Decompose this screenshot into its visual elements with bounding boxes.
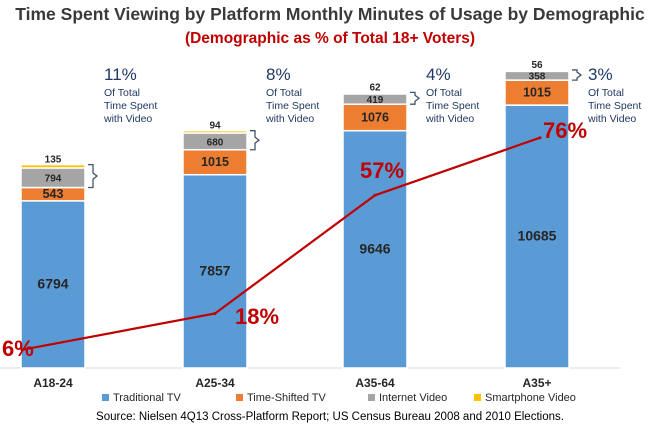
x-tick-label: A25-34 <box>195 376 235 390</box>
video-share-bracket <box>250 130 261 151</box>
line-point <box>20 348 24 352</box>
data-label: 9646 <box>359 240 390 256</box>
video-share-caption: Of Total <box>426 87 462 99</box>
data-label: 1015 <box>201 155 229 169</box>
line-point <box>213 311 217 315</box>
line-value-label: 6% <box>2 336 34 361</box>
video-share-caption: Time Spent <box>104 100 157 112</box>
x-tick-label: A35-64 <box>355 376 395 390</box>
data-label: 94 <box>209 121 221 132</box>
data-label: 794 <box>45 174 62 185</box>
video-share-caption: Time Spent <box>266 100 319 112</box>
chart-subtitle: (Demographic as % of Total 18+ Voters) <box>184 30 476 47</box>
video-share-bracket <box>88 163 99 189</box>
data-label: 543 <box>43 187 64 201</box>
bar-segment-smartphone-video-4 <box>504 69 570 73</box>
video-share-caption: with Video <box>425 113 474 125</box>
x-tick-label: A35+ <box>522 376 551 390</box>
data-label: 1076 <box>361 110 389 124</box>
video-share-percent: 11% <box>104 65 137 84</box>
line-point <box>373 193 377 197</box>
line-value-label: 57% <box>360 158 404 183</box>
data-label: 135 <box>45 155 62 166</box>
video-share-bracket <box>410 91 421 105</box>
legend-label: Time-Shifted TV <box>247 392 327 404</box>
legend-label: Traditional TV <box>113 392 182 404</box>
source-note: Source: Nielsen 4Q13 Cross-Platform Repo… <box>96 411 564 423</box>
data-label: 7857 <box>199 262 230 278</box>
video-share-percent: 3% <box>588 65 613 84</box>
legend-label: Smartphone Video <box>485 392 576 404</box>
bar-segment-smartphone-video-2 <box>182 129 248 134</box>
video-share-percent: 8% <box>266 65 291 84</box>
video-share-caption: with Video <box>103 113 152 125</box>
legend-swatch <box>236 394 243 401</box>
video-share-caption: with Video <box>587 113 636 125</box>
data-label: 10685 <box>518 228 557 244</box>
video-share-percent: 4% <box>426 65 451 84</box>
legend-swatch <box>102 394 109 401</box>
x-tick-label: A18-24 <box>33 376 73 390</box>
line-point <box>538 136 542 140</box>
video-share-caption: Time Spent <box>426 100 479 112</box>
data-label: 62 <box>369 82 381 93</box>
line-value-label: 18% <box>235 304 279 329</box>
video-share-caption: Of Total <box>104 87 140 99</box>
bar-segment-smartphone-video-1 <box>20 163 86 169</box>
legend-swatch <box>368 394 375 401</box>
video-share-caption: with Video <box>265 113 314 125</box>
demographic-share-line <box>21 136 541 351</box>
bar-segment-traditional-tv-4 <box>504 104 570 369</box>
chart-title: Time Spent Viewing by Platform Monthly M… <box>15 4 645 24</box>
video-share-caption: Of Total <box>266 87 302 99</box>
data-label: 358 <box>529 72 546 83</box>
bar-segment-time-shifted-tv-4 <box>504 79 570 106</box>
video-share-caption: Time Spent <box>588 100 641 112</box>
legend-label: Internet Video <box>379 392 447 404</box>
legend-swatch <box>474 394 481 401</box>
data-label: 1015 <box>523 86 551 100</box>
video-share-bracket <box>572 69 583 81</box>
line-value-label: 76% <box>543 118 587 143</box>
data-label: 680 <box>207 137 224 148</box>
data-label: 6794 <box>37 275 68 291</box>
data-label: 56 <box>531 60 543 71</box>
bar-segment-smartphone-video-3 <box>342 91 408 95</box>
data-label: 419 <box>367 95 384 106</box>
video-share-caption: Of Total <box>588 87 624 99</box>
